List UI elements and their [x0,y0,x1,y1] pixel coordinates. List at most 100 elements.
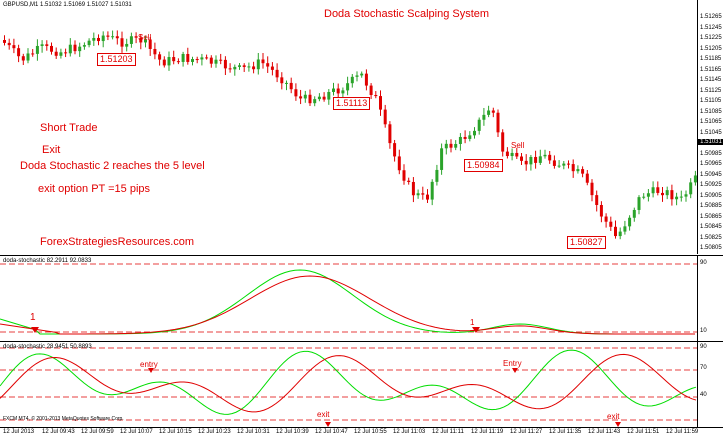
candle-body [191,59,194,62]
candle-body [463,136,467,139]
price-scale-label: 1.51145 [700,77,722,83]
candle-body [557,165,561,167]
candle-body [205,57,209,59]
s2-scale-90: 90 [700,344,707,350]
candle-body [646,193,650,197]
candle-body [458,136,462,145]
candle-body [97,37,100,42]
price-scale-label: 1.51165 [700,66,722,73]
entry-label-2: Entry [503,359,522,368]
candle-body [266,63,270,67]
price-scale-label: 1.51225 [700,35,722,41]
candle-body [477,119,481,131]
candle-body [82,45,86,47]
price-scale-label: 1.51265 [700,14,722,20]
exit-label-2: exit [607,412,620,421]
candle-body [665,190,669,196]
candle-body [3,40,6,43]
candle-body [252,66,256,70]
price-chart-pane[interactable]: GBPUSD,M1 1.51032 1.51069 1.51027 1.5103… [0,0,697,254]
candle-body [599,205,603,217]
stoch-1-red-line [0,275,695,335]
candle-body [534,156,538,163]
candle-body [303,94,307,99]
candle-body [7,42,11,46]
candle-body [614,226,617,237]
candle-body [487,110,491,115]
candle-body [219,59,223,61]
time-axis-label: 12 Jul 11:03 [393,429,426,435]
candle-body [416,193,420,196]
signal-arrow-1 [31,327,39,333]
exit-arrow-1 [325,422,331,427]
candle-body [623,226,627,232]
indicator-2-scale: 90 70 40 [697,341,723,428]
candlestick-chart[interactable] [0,0,697,254]
candle-body [520,156,523,161]
candle-body [397,156,401,171]
price-scale-label: 1.50825 [700,234,722,241]
price-scale-label: 1.51045 [700,129,722,136]
candle-body [242,65,246,67]
candle-body [285,82,288,84]
candle-body [411,181,415,196]
candle-body [176,61,180,63]
exit-label-1: exit [317,410,330,419]
candle-body [172,57,176,62]
candle-body [637,197,641,210]
candle-body [435,169,439,182]
time-axis-label: 12 Jul 11:35 [549,429,582,435]
candle-body [515,152,519,157]
candle-body [64,52,68,54]
candle-body [567,163,570,165]
candle-body [581,169,585,174]
s1-scale-90: 90 [700,260,707,266]
candle-body [562,163,566,166]
candle-body [162,59,166,66]
stochastic-pane-2[interactable]: doda-stochastic 28.9451 50.8893 FXCM MT4… [0,341,697,428]
price-scale-label: 1.51105 [700,98,722,104]
time-axis-label: 12 Jul 2013 [3,429,35,435]
candle-body [308,94,312,104]
time-axis-label: 12 Jul 11:19 [471,429,504,435]
candle-body [327,91,331,100]
candle-body [505,151,509,157]
price-scale-label: 1.51085 [700,108,722,115]
candle-body [449,143,453,148]
candle-body [350,76,354,84]
time-axis-label: 12 Jul 10:31 [237,429,270,435]
candle-body [21,56,25,61]
time-axis-label: 12 Jul 10:39 [276,429,309,435]
candle-body [238,65,241,67]
candle-body [402,170,406,181]
signal-arrow-2 [472,327,480,333]
time-axis: 12 Jul 2013 12 Jul 09:43 12 Jul 09:59 12 Ju… [0,427,723,440]
price-scale-label: 1.50925 [700,182,722,188]
stoch-2-red-line [0,353,697,413]
exit-option-label: exit option PT =15 pips [38,183,151,195]
doda-reaches-label: Doda Stochastic 2 reaches the 5 level [20,160,205,172]
candle-body [139,37,143,43]
candle-body [524,160,528,165]
time-axis-label: 12 Jul 11:27 [510,429,543,435]
price-box-3: 1.50984 [464,159,503,172]
candle-body [228,68,232,70]
stochastic-pane-1[interactable]: doda-stochastic 82.2911 92.0833 1 1 [0,255,697,341]
candle-body [482,114,486,120]
time-axis-label: 12 Jul 11:59 [666,429,699,435]
candle-body [322,96,326,100]
candle-body [134,36,138,38]
candle-body [407,180,411,182]
candle-body [585,173,589,183]
price-scale-label: 1.50985 [700,150,722,157]
candle-body [200,57,204,60]
stochastic-1-plot [0,263,697,335]
candle-body [120,38,124,47]
price-scale-label: 1.50845 [700,224,722,230]
candle-body [651,187,655,194]
candle-body [233,66,237,70]
current-price-tag: 1.51031 [698,139,723,145]
candle-body [369,85,373,96]
candle-body [552,160,556,166]
candle-body [144,39,147,43]
